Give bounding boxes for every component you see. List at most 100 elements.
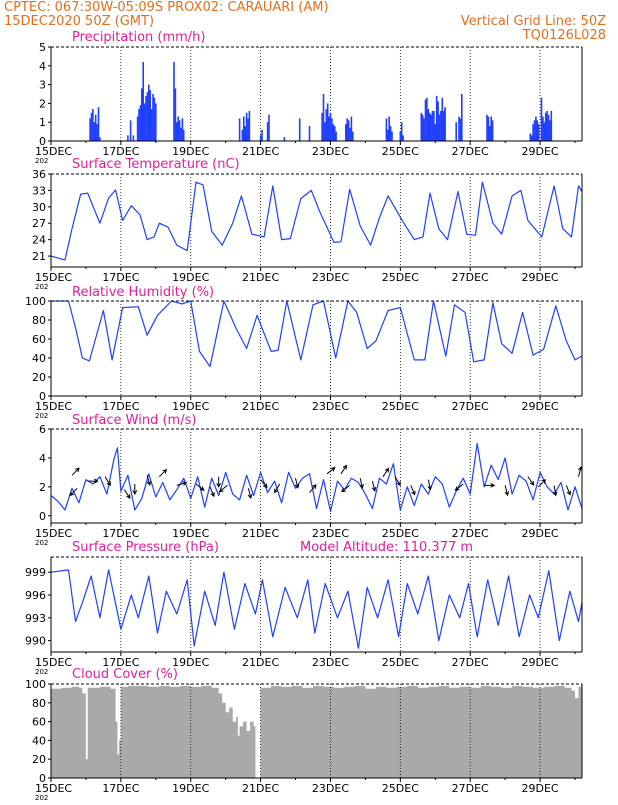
temp-title: Surface Temperature (nC) bbox=[72, 157, 240, 172]
precip-bar bbox=[180, 127, 182, 141]
x-tick-label: 21DEC bbox=[242, 656, 279, 669]
y-tick-label: 21 bbox=[32, 250, 46, 263]
precip-bar bbox=[550, 110, 553, 141]
wind-arrow bbox=[123, 489, 131, 499]
rh-series-line bbox=[51, 300, 583, 368]
wind-arrow bbox=[359, 478, 364, 489]
precip-bar bbox=[427, 109, 430, 141]
precip-bar bbox=[399, 131, 402, 141]
x-tick-label: 19DEC bbox=[172, 527, 209, 540]
x-tick-year-label: 202 bbox=[35, 794, 48, 800]
precip-bar bbox=[346, 118, 348, 141]
wind-arrow bbox=[260, 479, 268, 489]
precip-bar bbox=[428, 112, 431, 141]
y-tick-label: 2 bbox=[39, 97, 46, 110]
precip-bar bbox=[487, 116, 490, 141]
precip-bar bbox=[461, 94, 463, 141]
panel-pres: 990 993 996 999 15DEC 17DEC 19DEC 21DEC 23DEC 25D… bbox=[25, 540, 583, 676]
precip-bar bbox=[536, 120, 539, 141]
wind-arrow bbox=[527, 476, 535, 486]
header-model: TQ0126L028 bbox=[522, 28, 606, 43]
x-tick-label: 25DEC bbox=[382, 271, 419, 284]
x-tick-label: 17DEC bbox=[102, 782, 139, 795]
panel-temp: 21 24 27 30 33 36 15DEC 17DEC 19DEC 21DEC 23DEC 25D… bbox=[32, 157, 583, 291]
precip-bar bbox=[283, 137, 286, 141]
x-tick-label: 19DEC bbox=[172, 782, 209, 795]
x-tick-label: 29DEC bbox=[522, 527, 559, 540]
y-tick-label: 993 bbox=[25, 612, 46, 625]
wind-arrow bbox=[410, 485, 416, 496]
x-tick-label: 21DEC bbox=[242, 527, 279, 540]
precip-bar bbox=[440, 110, 442, 141]
x-tick-label: 29DEC bbox=[522, 656, 559, 669]
precip-bar bbox=[259, 135, 262, 141]
precip-bar bbox=[430, 114, 432, 141]
wind-arrow bbox=[552, 485, 558, 497]
y-tick-label: 33 bbox=[32, 184, 46, 197]
panel-wind: 0 2 4 6 15DEC 17DEC 19DEC 21DEC 23DEC 25DEC 27DEC 2… bbox=[35, 413, 583, 547]
y-tick-label: 6 bbox=[39, 423, 46, 436]
panel-cloud: 0 20 40 60 80 100 15DEC 17DEC 19DEC 21DEC 23DEC 25D… bbox=[25, 667, 583, 802]
precip-bar bbox=[243, 116, 245, 141]
wind-arrow bbox=[340, 464, 348, 475]
header-station: CPTEC: 067:30W-05:09S PROX02: CARAUARI (… bbox=[4, 0, 329, 15]
y-tick-label: 24 bbox=[32, 234, 46, 247]
wind-arrow bbox=[216, 476, 222, 488]
precip-bar bbox=[420, 112, 423, 141]
precip-bar bbox=[547, 114, 550, 141]
precip-bar bbox=[458, 116, 460, 141]
header-grid-line: Vertical Grid Line: 50Z bbox=[461, 14, 606, 29]
wind-arrow bbox=[454, 483, 464, 491]
precip-bar bbox=[241, 129, 244, 141]
x-tick-label: 23DEC bbox=[312, 656, 349, 669]
precip-bar bbox=[173, 62, 175, 141]
x-tick-label: 19DEC bbox=[172, 271, 209, 284]
y-tick-label: 999 bbox=[25, 566, 46, 579]
x-tick-year-label: 202 bbox=[35, 539, 48, 547]
precip-bar bbox=[328, 116, 330, 141]
x-tick-label: 15DEC bbox=[35, 145, 72, 158]
precip-bar bbox=[388, 116, 390, 141]
precip-bar bbox=[332, 124, 335, 141]
x-tick-label: 15DEC bbox=[35, 400, 72, 413]
x-tick-label: 23DEC bbox=[312, 782, 349, 795]
x-tick-label: 29DEC bbox=[522, 271, 559, 284]
y-tick-label: 20 bbox=[32, 753, 46, 766]
cloud-title: Cloud Cover (%) bbox=[72, 667, 178, 682]
precip-bar bbox=[97, 107, 100, 141]
wind-arrow bbox=[578, 466, 583, 477]
precip-bar bbox=[387, 129, 389, 141]
x-tick-label: 21DEC bbox=[242, 145, 279, 158]
precip-bar bbox=[486, 114, 488, 141]
x-tick-label: 17DEC bbox=[102, 400, 139, 413]
precip-bar bbox=[90, 112, 93, 141]
y-tick-label: 990 bbox=[25, 635, 46, 648]
precip-bar bbox=[321, 112, 323, 141]
x-tick-label: 23DEC bbox=[312, 527, 349, 540]
x-tick-label: 17DEC bbox=[102, 527, 139, 540]
precip-bar bbox=[433, 110, 435, 141]
x-tick-year-label: 202 bbox=[35, 157, 48, 165]
wind-arrow bbox=[537, 479, 547, 488]
precip-bar bbox=[421, 114, 424, 141]
wind-arrow bbox=[209, 486, 215, 498]
y-tick-label: 36 bbox=[32, 168, 46, 181]
x-tick-label: 27DEC bbox=[452, 145, 489, 158]
precip-bar bbox=[385, 118, 388, 141]
precip-bar bbox=[542, 116, 544, 141]
precip-bar bbox=[248, 110, 251, 141]
precip-bar bbox=[345, 124, 347, 141]
precip-bar bbox=[268, 114, 270, 141]
precip-bar bbox=[266, 122, 269, 141]
precip-bar bbox=[244, 126, 246, 141]
y-tick-label: 2 bbox=[39, 481, 46, 494]
precip-bar bbox=[431, 110, 434, 141]
precip-bar bbox=[438, 114, 441, 141]
precip-bar bbox=[352, 131, 354, 141]
precip-bar bbox=[389, 126, 392, 141]
precip-bar bbox=[333, 126, 336, 141]
y-tick-label: 0 bbox=[39, 510, 46, 523]
precip-bar bbox=[308, 126, 311, 141]
y-tick-label: 4 bbox=[39, 60, 46, 73]
y-tick-label: 100 bbox=[25, 678, 46, 691]
